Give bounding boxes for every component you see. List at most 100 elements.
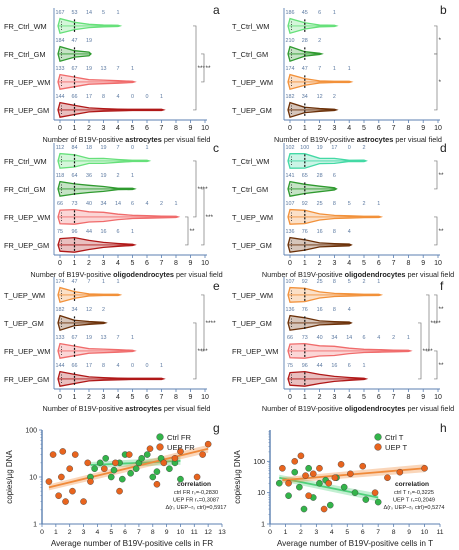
scatter-point (91, 465, 98, 473)
count-label: 8 (333, 307, 336, 313)
count-label: 4 (377, 335, 380, 341)
y-axis-label: copies/µg DNA (233, 450, 242, 504)
count-label: 0 (131, 363, 134, 369)
count-label: 64 (72, 173, 78, 179)
correlation-line: Δ(rₛ UEP−rₛ ctrl)=0,5274 (383, 505, 444, 511)
x-axis-label-part: oligodendrocytes (345, 404, 406, 413)
count-label: 0 (131, 145, 134, 151)
x-tick-label: 4 (347, 125, 351, 132)
significance-bracket (418, 322, 422, 380)
count-label: 6 (363, 335, 366, 341)
count-label: 7 (117, 145, 120, 151)
significance-label: ** (439, 306, 445, 313)
significance-label: **** (198, 348, 209, 355)
row-label: FR_UEP_GM (4, 375, 49, 384)
count-label: 28 (317, 173, 323, 179)
scatter-point (316, 464, 323, 472)
count-label: 44 (317, 363, 323, 369)
legend-label: UEP FR (167, 443, 195, 452)
scatter-point (132, 465, 140, 473)
row-label: T_UEP_WM (232, 291, 273, 300)
count-label: 73 (72, 201, 78, 207)
y-tick-label: 1 (33, 522, 37, 529)
significance-bracket (185, 216, 189, 246)
scatter-point (62, 498, 69, 505)
x-tick-label: 5 (362, 260, 366, 267)
scatter-point (309, 470, 317, 478)
x-tick-label: 6 (377, 125, 381, 132)
count-label: 7 (318, 66, 321, 72)
count-label: 47 (302, 66, 308, 72)
significance-label: ** (439, 228, 445, 235)
count-label: 14 (115, 201, 121, 207)
count-label: 118 (56, 173, 65, 179)
x-tick-label: 5 (109, 529, 113, 536)
count-label: 67 (72, 66, 78, 72)
x-axis-label-part: per visual field (162, 404, 211, 413)
scatter-point (80, 498, 87, 505)
x-axis-label: Average number of B19V-positive cells in… (51, 539, 213, 548)
scatter-point (102, 454, 109, 462)
row-label: T_UEP_WM (232, 213, 273, 222)
x-axis-label-part: Number of B19V-positive (274, 135, 357, 144)
count-label: 47 (72, 38, 78, 44)
x-tick-label: 3 (332, 394, 336, 401)
count-label: 144 (56, 363, 65, 369)
x-tick-label: 8 (406, 394, 410, 401)
count-label: 76 (302, 307, 308, 313)
x-tick-label: 4 (330, 529, 334, 536)
scatter-point (296, 483, 303, 491)
x-tick-label: 0 (58, 394, 62, 401)
scatter-point (421, 464, 428, 472)
scatter-point (177, 448, 184, 455)
count-label: 73 (302, 335, 308, 341)
x-axis-label-part: oligodendrocytes (113, 270, 174, 279)
legend-label: Ctrl T (385, 433, 404, 442)
count-label: 13 (101, 66, 107, 72)
count-label: 133 (56, 66, 65, 72)
x-tick-label: 3 (332, 260, 336, 267)
x-tick-label: 5 (131, 394, 135, 401)
count-label: 1 (102, 279, 105, 285)
x-tick-label: 2 (318, 260, 322, 267)
x-tick-label: 0 (58, 260, 62, 267)
x-axis-label-part: Number of B19V-positive (43, 135, 126, 144)
x-tick-label: 8 (406, 260, 410, 267)
count-label: 65 (302, 173, 308, 179)
count-label: 1 (117, 10, 120, 16)
count-label: 1 (377, 279, 380, 285)
count-label: 53 (72, 10, 78, 16)
x-tick-label: 13 (218, 529, 226, 536)
scatter-point (371, 489, 379, 496)
significance-label: *** (206, 214, 214, 221)
count-label: 19 (101, 173, 107, 179)
count-label: 1 (131, 66, 134, 72)
scatter-point (110, 466, 118, 474)
scatter-point (119, 475, 126, 483)
count-label: 75 (287, 363, 293, 369)
scatter-point (153, 480, 161, 488)
x-tick-label: 3 (102, 125, 106, 132)
count-label: 5 (102, 10, 105, 16)
x-tick-label: 6 (123, 529, 127, 536)
count-label: 2 (117, 173, 120, 179)
count-label: 1 (407, 335, 410, 341)
count-label: 1 (160, 94, 163, 100)
y-tick-label: 100 (253, 459, 265, 466)
correlation-line: ctrl T rₛ=-0,3225 (394, 490, 434, 496)
count-label: 6 (131, 201, 134, 207)
significance-bracket (434, 294, 438, 324)
count-label: 34 (101, 201, 107, 207)
scatter-point (305, 464, 312, 472)
scatter-point (285, 479, 292, 487)
count-label: 100 (300, 145, 309, 151)
correlation-title: correlation (395, 481, 429, 488)
x-tick-label: 8 (174, 394, 178, 401)
count-label: 13 (101, 335, 107, 341)
scatter-point (87, 478, 94, 485)
count-label: 2 (392, 335, 395, 341)
scatter-point (359, 462, 367, 470)
count-label: 16 (317, 229, 323, 235)
x-tick-label: 8 (174, 260, 178, 267)
